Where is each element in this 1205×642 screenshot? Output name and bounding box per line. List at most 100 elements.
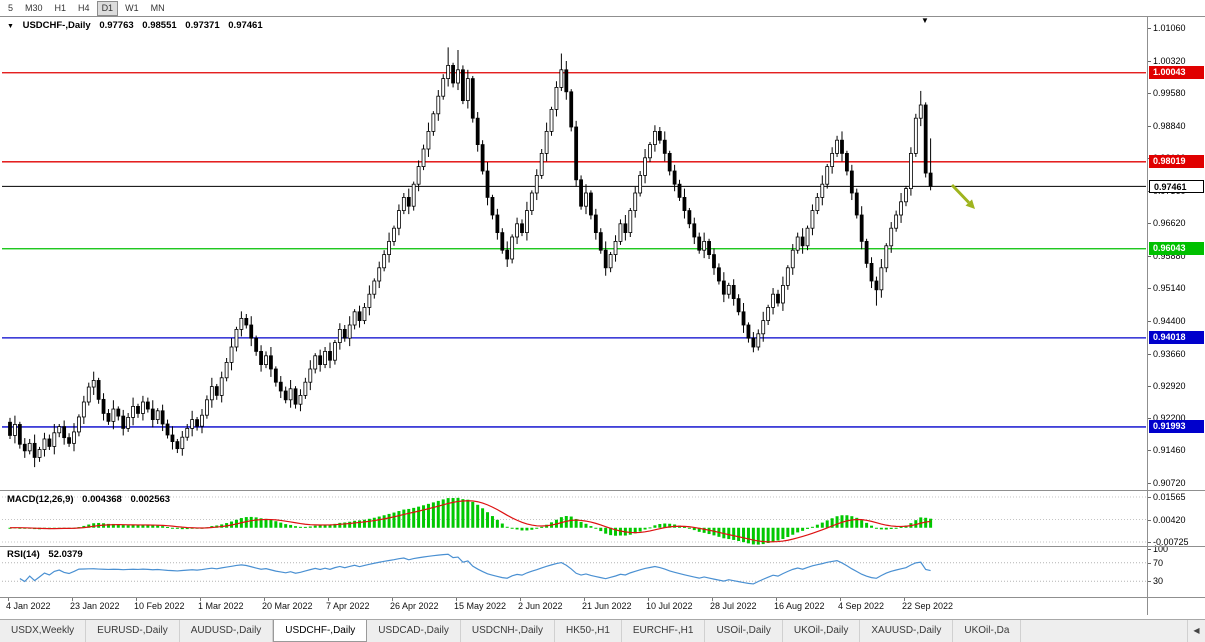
- tab-eurchf-h1[interactable]: EURCHF-,H1: [622, 620, 706, 642]
- tabs-scroll-left-button[interactable]: ◀: [1187, 620, 1205, 642]
- price-tick-mark: [1147, 288, 1151, 290]
- timeframe-button-m30[interactable]: M30: [25, 3, 43, 13]
- date-label: 10 Feb 2022: [134, 601, 185, 611]
- date-tick-mark: [264, 597, 265, 601]
- date-label: 20 Mar 2022: [262, 601, 313, 611]
- chart-top-border: [0, 16, 1205, 17]
- tab-usoil-daily[interactable]: USOil-,Daily: [705, 620, 783, 642]
- date-tick-mark: [136, 597, 137, 601]
- price-tick-label: 0.90720: [1153, 477, 1186, 488]
- price-tick-mark: [1147, 321, 1151, 323]
- rsi-axis-label: 30: [1153, 576, 1164, 587]
- date-tick-mark: [648, 597, 649, 601]
- macd-label: MACD(12,26,9): [7, 494, 74, 505]
- price-tick-mark: [1147, 450, 1151, 452]
- price-tick-label: 0.95140: [1153, 283, 1186, 294]
- date-tick-mark: [8, 597, 9, 601]
- timeframe-button-h4[interactable]: H4: [78, 3, 90, 13]
- rsi-tick-mark: [1147, 581, 1151, 583]
- main-macd-separator[interactable]: [0, 490, 1205, 491]
- rsi-label: RSI(14): [7, 549, 40, 560]
- date-tick-mark: [776, 597, 777, 601]
- price-tick-mark: [1147, 255, 1151, 257]
- price-tick-label: 0.98840: [1153, 120, 1186, 131]
- tab-usdx-weekly[interactable]: USDX,Weekly: [0, 620, 87, 642]
- price-tick-label: 0.94400: [1153, 316, 1186, 327]
- rsi-axis-label: 100: [1153, 544, 1169, 554]
- rsi-header: RSI(14) 52.0379: [7, 549, 83, 560]
- date-tick-mark: [520, 597, 521, 601]
- date-label: 28 Jul 2022: [710, 601, 757, 611]
- timeframe-button-5[interactable]: 5: [8, 3, 14, 13]
- tab-hk50-h1[interactable]: HK50-,H1: [555, 620, 622, 642]
- price-tick-label: 0.92200: [1153, 412, 1186, 423]
- macd-signal-value: 0.002563: [130, 494, 171, 505]
- tab-eurusd-daily[interactable]: EURUSD-,Daily: [86, 620, 180, 642]
- price-tick-mark: [1147, 93, 1151, 95]
- date-label: 15 May 2022: [454, 601, 507, 611]
- chart-shift-marker-icon[interactable]: ▼: [921, 16, 929, 25]
- macd-tick-mark: [1147, 542, 1151, 543]
- rsi-axis-label: 70: [1153, 557, 1164, 568]
- tab-xauusd-daily[interactable]: XAUUSD-,Daily: [860, 620, 954, 642]
- tab-usdcad-daily[interactable]: USDCAD-,Daily: [367, 620, 461, 642]
- rsi-dates-separator: [0, 597, 1205, 598]
- date-tick-mark: [392, 597, 393, 601]
- date-tick-mark: [328, 597, 329, 601]
- date-tick-mark: [904, 597, 905, 601]
- price-tick-mark: [1147, 482, 1151, 484]
- tab-usdchf-daily[interactable]: USDCHF-,Daily: [273, 620, 368, 642]
- date-label: 4 Sep 2022: [838, 601, 885, 611]
- macd-tick-mark: [1147, 519, 1151, 521]
- date-tick-mark: [72, 597, 73, 601]
- timeframe-button-d1[interactable]: D1: [96, 1, 119, 16]
- date-tick-mark: [200, 597, 201, 601]
- timeframe-button-mn[interactable]: MN: [150, 3, 165, 13]
- date-label: 1 Mar 2022: [198, 601, 244, 611]
- date-label: 22 Sep 2022: [902, 601, 954, 611]
- ohlc-low: 0.97371: [185, 20, 220, 31]
- price-tick-mark: [1147, 353, 1151, 355]
- price-tick-mark: [1147, 125, 1151, 127]
- price-tick-mark: [1147, 60, 1151, 62]
- macd-tick-mark: [1147, 497, 1151, 498]
- price-tick-mark: [1147, 417, 1151, 419]
- price-tick-mark: [1147, 223, 1151, 225]
- price-tick-mark: [1147, 28, 1151, 29]
- tab-usdcnh-daily[interactable]: USDCNH-,Daily: [461, 620, 555, 642]
- ohlc-high: 0.98551: [142, 20, 177, 31]
- date-label: 2 Jun 2022: [518, 601, 563, 611]
- date-label: 16 Aug 2022: [774, 601, 825, 611]
- price-level-box: 0.96043: [1149, 242, 1204, 256]
- date-label: 23 Jan 2022: [70, 601, 120, 611]
- macd-header: MACD(12,26,9) 0.004368 0.002563: [7, 494, 170, 505]
- price-tick-label: 1.00320: [1153, 55, 1186, 66]
- price-axis-separator: [1147, 16, 1148, 615]
- macd-rsi-separator[interactable]: [0, 546, 1205, 547]
- date-label: 21 Jun 2022: [582, 601, 632, 611]
- timeframe-button-h1[interactable]: H1: [54, 3, 67, 13]
- tab-ukoil-da[interactable]: UKOil-,Da: [953, 620, 1022, 642]
- ohlc-open: 0.97763: [99, 20, 134, 31]
- chart-tabs-bar: USDX,Weekly EURUSD-,Daily AUDUSD-,Daily USD…: [0, 619, 1205, 642]
- timeframe-toolbar: 5 M30 H1 H4 D1 W1 MN: [0, 1, 170, 16]
- chart-symbol-label: USDCHF-,Daily: [22, 20, 91, 31]
- macd-value: 0.004368: [82, 494, 122, 505]
- price-tick-label: 0.91460: [1153, 445, 1186, 456]
- tab-audusd-daily[interactable]: AUDUSD-,Daily: [180, 620, 274, 642]
- date-tick-mark: [840, 597, 841, 601]
- date-tick-mark: [712, 597, 713, 601]
- date-label: 10 Jul 2022: [646, 601, 693, 611]
- date-tick-mark: [584, 597, 585, 601]
- price-tick-label: 0.92920: [1153, 381, 1186, 392]
- symbol-dropdown-icon[interactable]: ▼: [7, 23, 14, 30]
- arrow-annotation[interactable]: [950, 183, 975, 209]
- date-label: 7 Apr 2022: [326, 601, 370, 611]
- rsi-tick-mark: [1147, 562, 1151, 564]
- tab-ukoil-daily[interactable]: UKOil-,Daily: [783, 620, 861, 642]
- price-tick-label: 0.99580: [1153, 88, 1186, 99]
- price-level-box: 0.94018: [1149, 331, 1204, 345]
- timeframe-button-w1[interactable]: W1: [125, 3, 139, 13]
- rsi-tick-mark: [1147, 549, 1151, 550]
